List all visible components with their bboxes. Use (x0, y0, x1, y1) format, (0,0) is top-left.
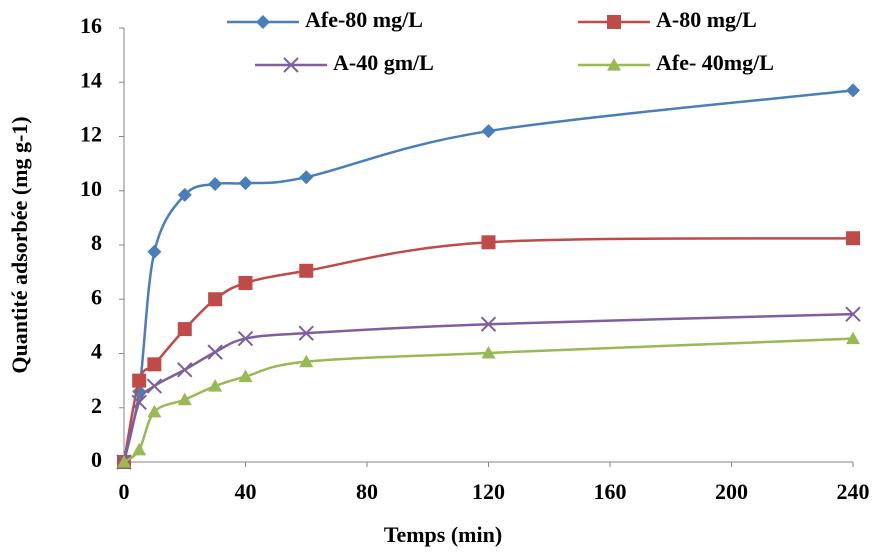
marker (238, 176, 253, 191)
x-axis-title: Temps (min) (384, 522, 502, 547)
marker (147, 244, 162, 259)
marker (208, 176, 223, 191)
legend-marker (607, 58, 621, 71)
marker (208, 379, 223, 392)
legend-label: A-80 mg/L (656, 7, 757, 32)
marker (481, 235, 496, 250)
marker (238, 369, 253, 383)
y-tick-label: 16 (80, 13, 102, 38)
marker (299, 354, 314, 368)
marker (481, 124, 496, 139)
marker (207, 344, 223, 360)
x-tick-label: 240 (837, 479, 870, 504)
x-tick-label: 80 (356, 479, 378, 504)
marker (846, 331, 860, 345)
x-tick-label: 0 (119, 479, 130, 504)
marker (177, 187, 192, 202)
marker (131, 394, 147, 411)
marker (177, 362, 193, 378)
marker (177, 322, 192, 337)
legend-marker (607, 15, 621, 29)
marker (238, 275, 253, 290)
marker (846, 83, 860, 98)
marker (146, 378, 163, 394)
marker (208, 292, 223, 307)
marker (132, 442, 147, 456)
marker (480, 316, 497, 332)
y-tick-label: 8 (91, 230, 102, 255)
y-tick-label: 0 (91, 447, 102, 472)
marker (132, 373, 147, 388)
y-tick-label: 6 (91, 284, 102, 309)
legend-label: A-40 gm/L (333, 50, 434, 75)
marker (117, 455, 131, 468)
legend-label: Afe- 40mg/L (656, 50, 774, 75)
y-tick-label: 10 (80, 176, 102, 201)
y-tick-label: 2 (91, 393, 102, 418)
x-tick-label: 40 (235, 479, 257, 504)
marker (299, 170, 314, 185)
marker (845, 306, 861, 322)
y-tick-label: 12 (80, 122, 102, 147)
y-tick-label: 14 (80, 67, 102, 92)
x-tick-label: 160 (594, 479, 627, 504)
marker (147, 404, 162, 418)
x-tick-label: 200 (715, 479, 748, 504)
marker (237, 330, 254, 347)
marker (481, 345, 496, 359)
series-line (122, 89, 854, 463)
series-line (122, 312, 854, 463)
marker (298, 325, 314, 341)
legend-marker (256, 15, 270, 29)
x-tick-label: 120 (472, 479, 505, 504)
y-axis-title: Quantité adsorbée (mg g-1) (7, 116, 32, 373)
y-tick-label: 4 (91, 339, 102, 364)
marker (299, 263, 314, 278)
marker (846, 231, 860, 246)
marker (177, 392, 192, 406)
legend-label: Afe-80 mg/L (305, 7, 423, 32)
marker (147, 357, 162, 372)
legend-marker (283, 57, 299, 73)
